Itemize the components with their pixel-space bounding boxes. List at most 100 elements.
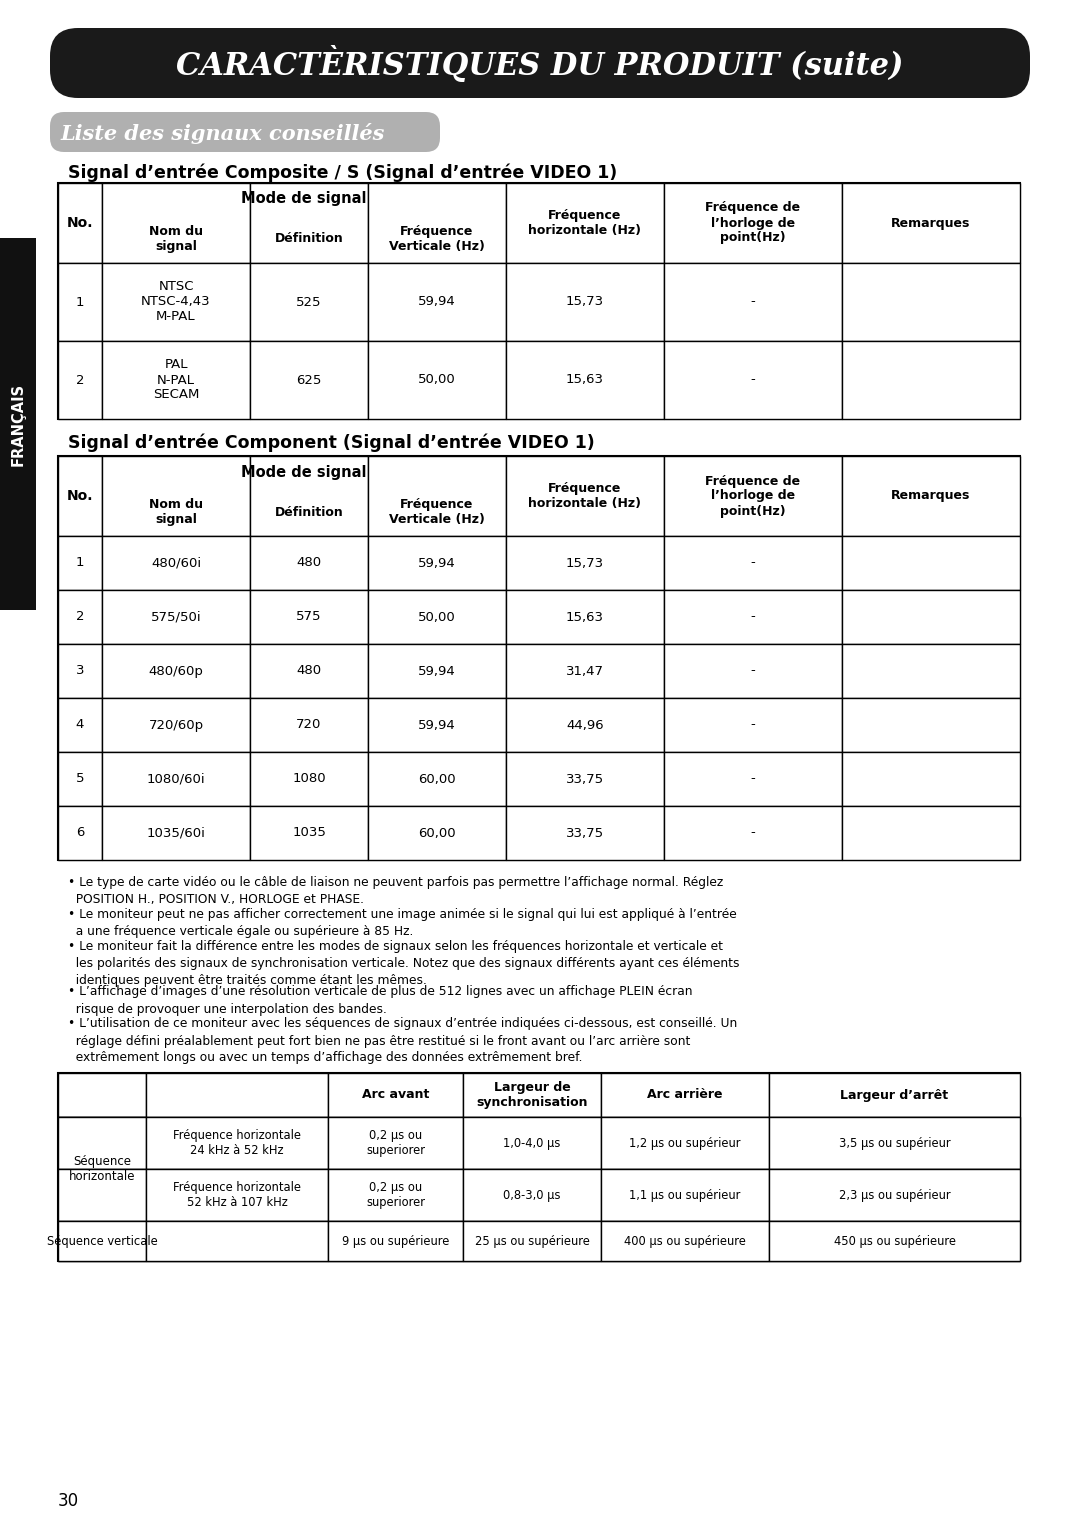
Bar	[842, 698, 1020, 752]
Text: 2: 2	[76, 611, 84, 623]
Bar	[664, 183, 842, 262]
Text: 450 μs ou supérieure: 450 μs ou supérieure	[834, 1234, 956, 1248]
Bar	[102, 589, 249, 645]
Bar	[463, 1220, 600, 1260]
Text: NTSC
NTSC-4,43
M-PAL: NTSC NTSC-4,43 M-PAL	[141, 281, 211, 324]
Bar	[102, 806, 249, 860]
Text: 480/60p: 480/60p	[149, 665, 203, 677]
Bar	[368, 698, 507, 752]
Bar	[102, 645, 249, 698]
Bar	[664, 456, 842, 536]
Bar	[58, 536, 102, 589]
Bar	[58, 645, 102, 698]
Bar	[146, 1073, 328, 1117]
Bar	[664, 698, 842, 752]
Text: -: -	[751, 296, 755, 309]
Bar	[664, 806, 842, 860]
Bar	[328, 1170, 463, 1220]
Text: -: -	[751, 611, 755, 623]
Bar	[507, 341, 664, 419]
Text: Remarques: Remarques	[891, 490, 971, 502]
Text: Séquence
horizontale: Séquence horizontale	[69, 1154, 135, 1183]
Bar	[842, 262, 1020, 341]
Text: 50,00: 50,00	[418, 373, 456, 387]
Bar	[146, 1170, 328, 1220]
Text: 31,47: 31,47	[566, 665, 604, 677]
Text: Nom du
signal: Nom du signal	[149, 497, 203, 527]
Text: 0,8-3,0 μs: 0,8-3,0 μs	[503, 1188, 561, 1202]
Bar	[664, 536, 842, 589]
Text: Nom du
signal: Nom du signal	[149, 226, 203, 253]
Bar	[58, 341, 102, 419]
Text: -: -	[751, 772, 755, 786]
Bar	[507, 536, 664, 589]
Text: 1,0-4,0 μs: 1,0-4,0 μs	[503, 1136, 561, 1150]
Text: -: -	[751, 373, 755, 387]
Bar	[368, 806, 507, 860]
Text: Définition: Définition	[274, 505, 343, 519]
Text: No.: No.	[67, 216, 93, 230]
Bar	[842, 456, 1020, 536]
Text: Signal d’entrée Component (Signal d’entrée VIDEO 1): Signal d’entrée Component (Signal d’entr…	[68, 433, 595, 451]
Text: Fréquence
Verticale (Hz): Fréquence Verticale (Hz)	[389, 226, 485, 253]
Text: 625: 625	[296, 373, 322, 387]
Text: 1080: 1080	[293, 772, 326, 786]
Bar	[507, 589, 664, 645]
Bar	[769, 1220, 1020, 1260]
Bar	[58, 1117, 146, 1170]
Bar	[249, 698, 368, 752]
Bar	[368, 456, 507, 536]
Bar	[249, 536, 368, 589]
Bar	[58, 1170, 1020, 1220]
Bar	[600, 1170, 769, 1220]
Text: 3: 3	[76, 665, 84, 677]
Bar	[507, 262, 664, 341]
Text: 3,5 μs ou supérieur: 3,5 μs ou supérieur	[839, 1136, 950, 1150]
Text: 1: 1	[76, 557, 84, 569]
Text: Fréquence
horizontale (Hz): Fréquence horizontale (Hz)	[528, 482, 642, 510]
Bar	[249, 183, 368, 262]
Text: 1035: 1035	[292, 826, 326, 840]
Bar	[58, 456, 102, 536]
Bar	[58, 698, 102, 752]
Bar	[58, 1220, 1020, 1260]
Text: 33,75: 33,75	[566, 772, 604, 786]
Bar	[664, 589, 842, 645]
Bar	[842, 536, 1020, 589]
Bar	[769, 1073, 1020, 1117]
Bar	[368, 752, 507, 806]
Text: Fréquence horizontale
52 kHz à 107 kHz: Fréquence horizontale 52 kHz à 107 kHz	[173, 1180, 301, 1210]
Text: 59,94: 59,94	[418, 296, 456, 309]
Bar	[58, 1170, 146, 1220]
Text: 480: 480	[296, 665, 322, 677]
Bar	[463, 1073, 600, 1117]
Text: 0,2 μs ou
superiorer: 0,2 μs ou superiorer	[366, 1180, 426, 1210]
Bar	[368, 262, 507, 341]
Text: Définition: Définition	[274, 232, 343, 246]
Text: 480/60i: 480/60i	[151, 557, 201, 569]
Bar	[102, 752, 249, 806]
Bar	[0, 238, 36, 609]
Text: Largeur d’arrêt: Largeur d’arrêt	[840, 1088, 948, 1102]
Bar	[507, 456, 664, 536]
Text: 25 μs ou supérieure: 25 μs ou supérieure	[474, 1234, 590, 1248]
Bar	[328, 1073, 463, 1117]
Text: 2,3 μs ou supérieur: 2,3 μs ou supérieur	[839, 1188, 950, 1202]
Text: Séquence verticale: Séquence verticale	[46, 1234, 158, 1248]
Bar	[842, 589, 1020, 645]
Text: 6: 6	[76, 826, 84, 840]
Bar	[507, 183, 664, 262]
Bar	[58, 1220, 146, 1260]
Bar	[842, 645, 1020, 698]
Bar	[842, 806, 1020, 860]
Bar	[368, 341, 507, 419]
Bar	[328, 1220, 463, 1260]
Text: CARACTÈRISTIQUES DU PRODUIT (suite): CARACTÈRISTIQUES DU PRODUIT (suite)	[176, 46, 904, 83]
Bar	[58, 1073, 146, 1117]
Text: 15,63: 15,63	[566, 373, 604, 387]
Bar	[249, 341, 368, 419]
Bar	[507, 752, 664, 806]
Bar	[58, 1073, 1020, 1260]
Text: Liste des signaux conseillés: Liste des signaux conseillés	[60, 123, 384, 143]
Text: Arc arrière: Arc arrière	[647, 1088, 723, 1102]
